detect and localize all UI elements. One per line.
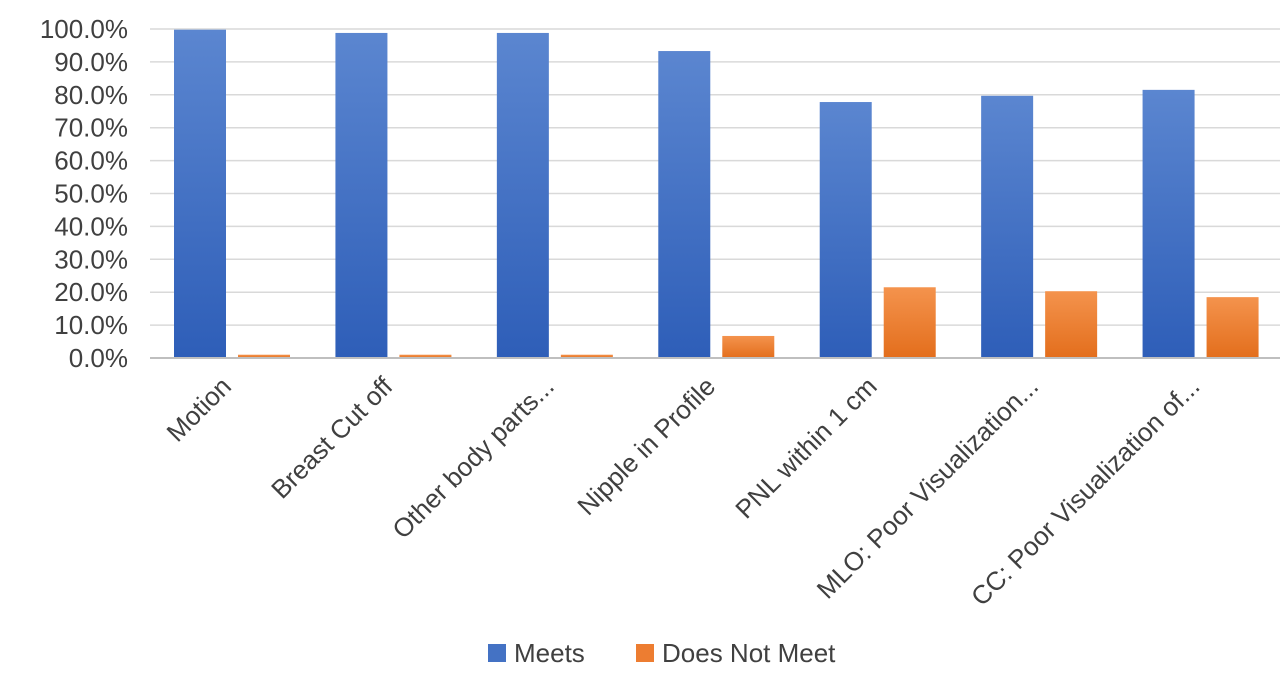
bar-meets: [819, 102, 872, 359]
bar-does-not-meet: [560, 354, 613, 358]
y-tick-label: 20.0%: [54, 277, 128, 307]
legend-label: Meets: [514, 638, 585, 668]
bar-does-not-meet: [1045, 291, 1098, 358]
x-category-label: Other body parts...: [386, 371, 559, 544]
y-tick-label: 80.0%: [54, 80, 128, 110]
bar-meets: [174, 29, 226, 359]
legend: Meets Does Not Meet: [488, 638, 836, 668]
y-tick-label: 10.0%: [54, 310, 128, 340]
x-category-label: Motion: [161, 371, 237, 447]
y-tick-label: 40.0%: [54, 211, 128, 241]
gridlines: [150, 28, 1280, 326]
x-category-label: PNL within 1 cm: [729, 371, 882, 524]
bar-does-not-meet: [238, 354, 290, 358]
y-tick-label: 0.0%: [69, 343, 128, 373]
bar-meets: [496, 32, 549, 358]
x-category-label: Nipple in Profile: [571, 371, 721, 521]
bar-does-not-meet: [399, 354, 452, 358]
x-category-label: Breast Cut off: [265, 370, 399, 504]
bar-meets: [658, 51, 711, 358]
y-tick-label: 50.0%: [54, 179, 128, 209]
y-tick-label: 60.0%: [54, 146, 128, 176]
bar-does-not-meet: [883, 287, 936, 358]
bars: [174, 29, 1259, 359]
y-tick-label: 70.0%: [54, 113, 128, 143]
y-axis-tick-labels: 0.0%10.0%20.0%30.0%40.0%50.0%60.0%70.0%8…: [40, 14, 128, 373]
bar-meets: [1142, 89, 1195, 359]
bar-meets: [335, 32, 388, 358]
bar-meets: [981, 95, 1034, 359]
legend-label: Does Not Meet: [662, 638, 836, 668]
y-tick-label: 30.0%: [54, 244, 128, 274]
legend-swatch: [488, 644, 506, 662]
legend-swatch: [636, 644, 654, 662]
bar-does-not-meet: [722, 335, 775, 358]
y-tick-label: 90.0%: [54, 47, 128, 77]
bar-does-not-meet: [1206, 297, 1259, 358]
y-tick-label: 100.0%: [40, 14, 128, 44]
